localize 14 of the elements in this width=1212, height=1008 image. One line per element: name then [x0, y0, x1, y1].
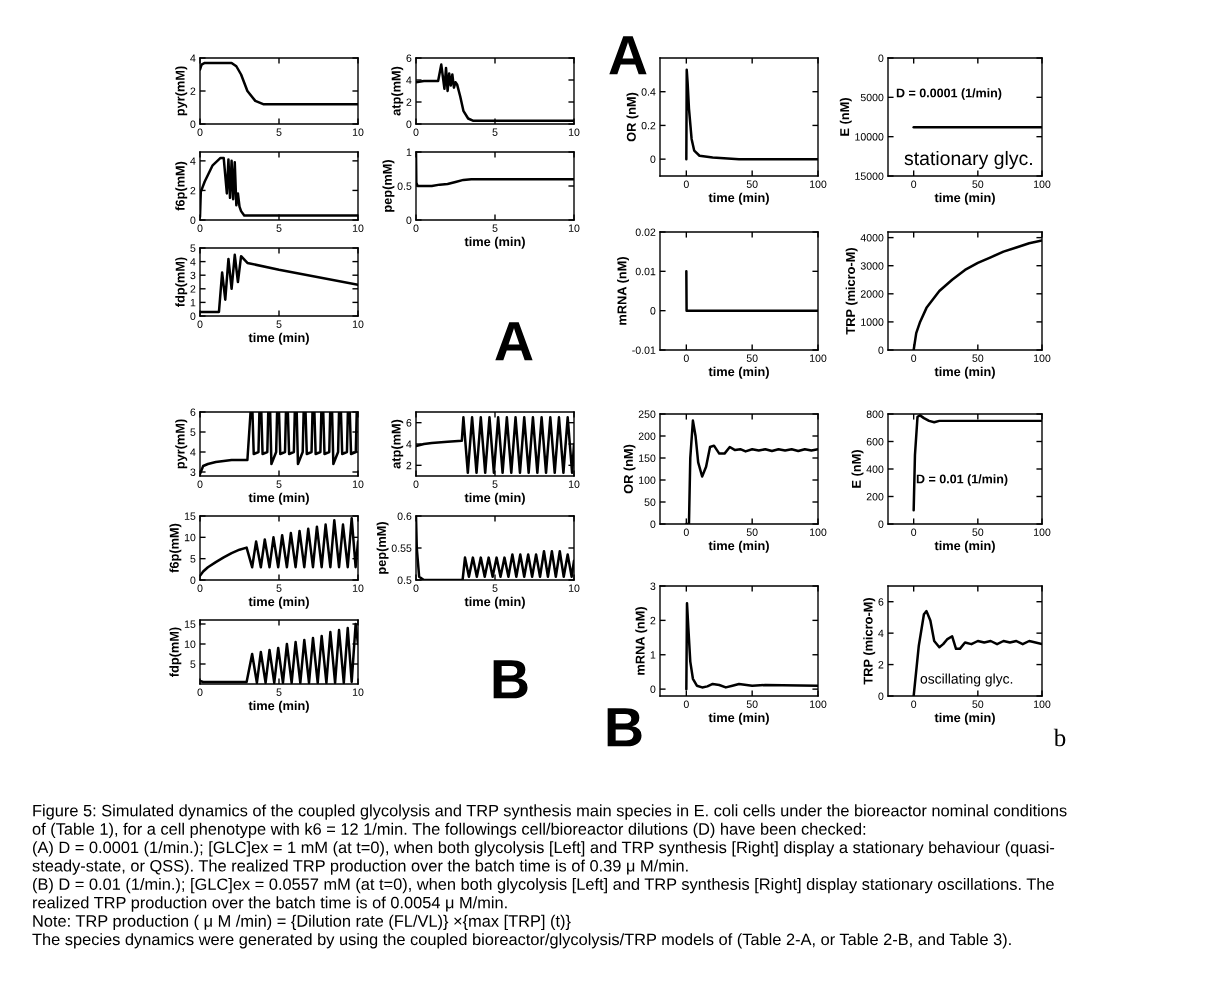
text: The species dynamics were generated by using the coupled bioreactor/glycolysis/TRP models of (Table 2-A, or Table 2-B, and Table 3).	[32, 933, 1011, 949]
caption: Figure 5: Simulated dynamics of the coupled glycolysis and TRP synthesis main species in E. coli cells under the bioreactor nominal conditions	[33, 804, 1067, 820]
text: (A) D = 0.0001 (1/min.); [GLC]ex = 1 mM (at t=0), when both glycolysis [Left] and TRP synthesis [Right] display a stationary behaviour (quasi-	[33, 841, 1055, 857]
text: Note: TRP production ( μ M /min) = {Dilution rate (FL/VL)} ×{max [TRP] (t)}	[33, 914, 571, 931]
annotation: stationary glyc.	[904, 150, 1032, 170]
text: B	[607, 708, 642, 747]
text: (B) D = 0.01 (1/min.); [GLC]ex = 0.0557 mM (at t=0), when both glycolysis [Left] and TRP synthesis [Right] display stationary oscillations. The	[33, 877, 1054, 894]
text: A	[495, 322, 533, 361]
text: of (Table 1), for a cell phenotype with k6 = 12 1/min. The followings cell/bioreactor dilutions (D) have been checked:	[32, 822, 866, 839]
text: B	[493, 660, 528, 699]
text: steady-state, or QSS). The realized TRP production over the batch time is of 0.39 μ M/min.	[32, 859, 688, 875]
text: b	[1053, 728, 1066, 747]
text: realized TRP production over the batch time is of 0.0054 μ M/min.	[33, 896, 507, 912]
text: A	[609, 36, 647, 75]
